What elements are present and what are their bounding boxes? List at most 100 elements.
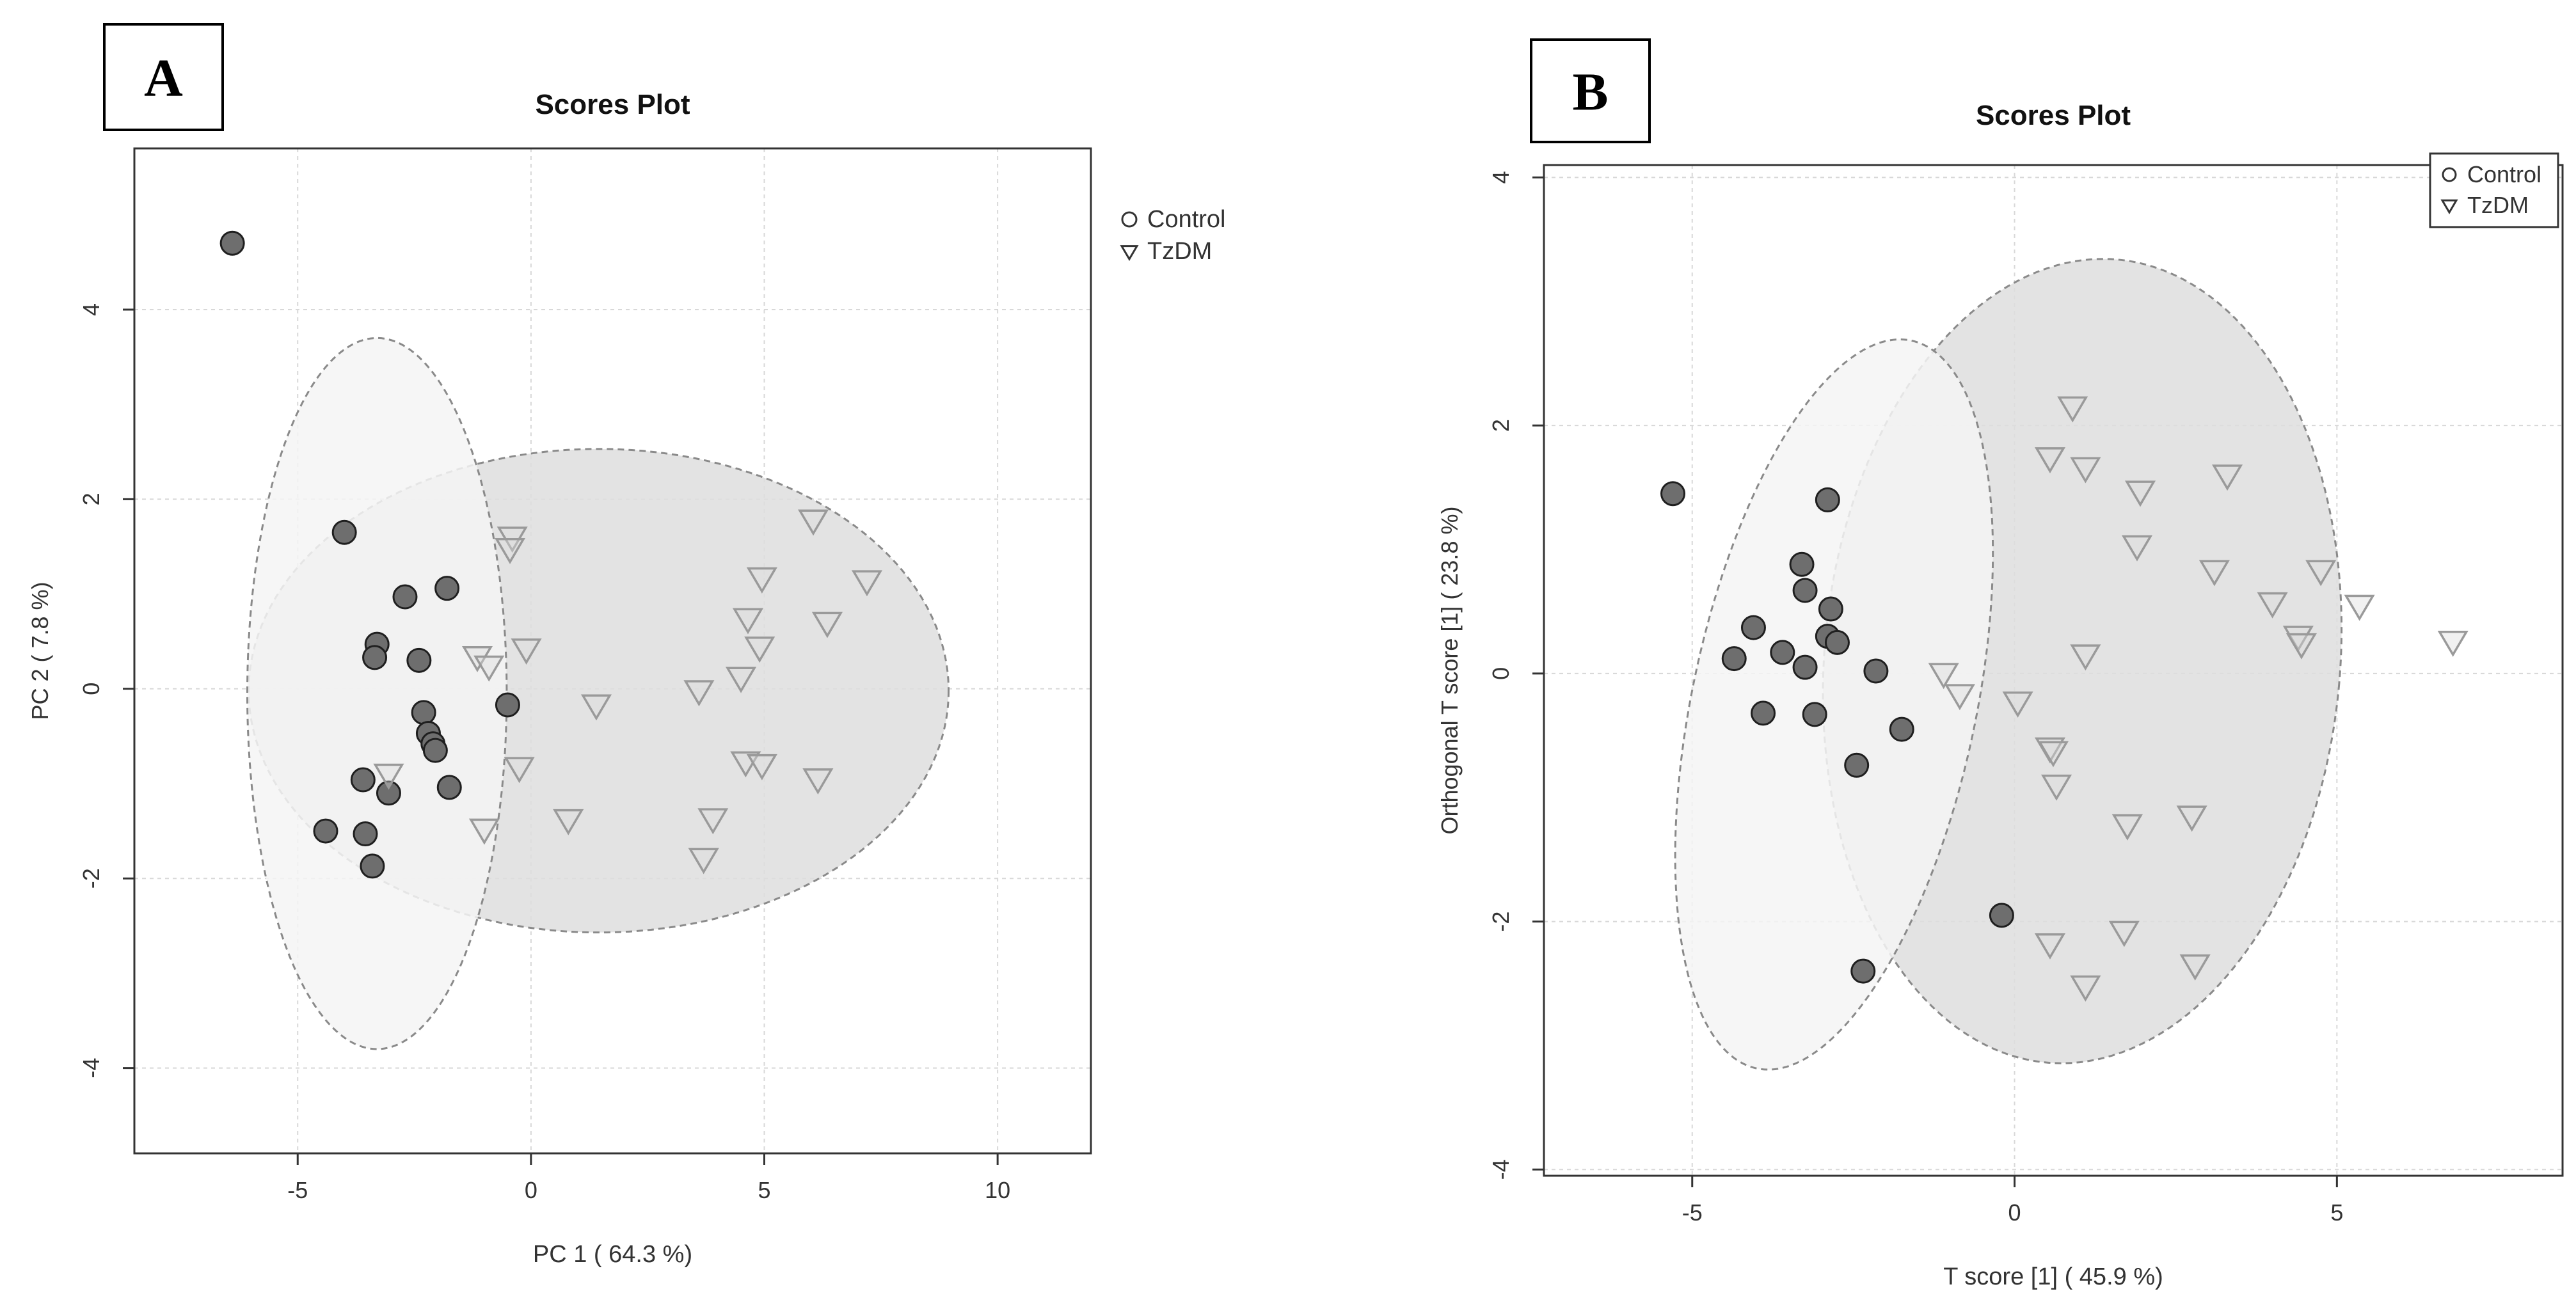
point-tzdm-b xyxy=(2257,592,2288,619)
point-tzdm-a xyxy=(683,680,715,707)
point-tzdm-b xyxy=(2179,954,2211,981)
point-control-a xyxy=(406,647,432,673)
legend-box-b xyxy=(2429,152,2559,228)
point-control-b xyxy=(1789,551,1815,577)
point-control-b xyxy=(1844,752,1870,778)
point-control-a xyxy=(392,584,418,610)
x-tick-label-a: 10 xyxy=(985,1177,1010,1203)
point-control-b xyxy=(1792,654,1818,680)
legend-marker-tzdm-a xyxy=(1120,245,1139,261)
point-tzdm-a xyxy=(732,608,764,635)
point-tzdm-a xyxy=(473,655,505,682)
x-tick-label-a: -5 xyxy=(287,1177,308,1203)
point-tzdm-a xyxy=(495,537,526,564)
point-tzdm-b xyxy=(2344,594,2375,621)
point-tzdm-b xyxy=(1928,663,1959,690)
confidence-ellipse-control-a xyxy=(246,336,508,1050)
panel-label-box-b xyxy=(1530,38,1651,143)
y-tick-label-a: 4 xyxy=(78,303,104,316)
y-tick-label-a: -2 xyxy=(78,868,104,889)
point-control-a xyxy=(350,767,376,793)
confidence-ellipse-control-b xyxy=(1674,338,1994,1071)
y-tick-label-b: -4 xyxy=(1488,1159,1514,1180)
point-tzdm-a xyxy=(851,570,883,597)
point-tzdm-a xyxy=(798,509,829,536)
point-tzdm-b xyxy=(2108,921,2140,947)
x-tick-label-a: 0 xyxy=(525,1177,537,1203)
point-tzdm-a xyxy=(511,638,542,665)
point-control-a xyxy=(422,738,448,763)
legend-label-control-b: Control xyxy=(2467,161,2541,187)
point-tzdm-b xyxy=(2070,975,2101,1002)
point-tzdm-a xyxy=(811,612,843,638)
legend-label-tzdm-b: TzDM xyxy=(2467,192,2529,218)
y-tick-label-b: 4 xyxy=(1488,171,1514,184)
legend-marker-control-a xyxy=(1121,211,1138,228)
panel-label-box-a xyxy=(103,23,224,131)
point-control-b xyxy=(1989,903,2014,928)
plot-frame-b xyxy=(1543,164,2564,1177)
panel-label-a: A xyxy=(144,49,183,108)
point-tzdm-b xyxy=(2305,560,2337,587)
point-control-b xyxy=(1660,481,1686,507)
point-control-a xyxy=(313,818,338,844)
point-control-b xyxy=(1863,658,1889,684)
panel-a: A Scores Plot -5 0 5 10 -4 -2 0 2 4 PC 1 ( 64.3 %) P… xyxy=(27,23,1226,1268)
point-tzdm-a xyxy=(746,567,777,594)
point-control-a xyxy=(376,780,401,806)
point-control-a xyxy=(331,519,357,545)
point-tzdm-b xyxy=(2002,691,2033,718)
point-tzdm-b xyxy=(2111,814,2143,841)
x-tick-label-b: -5 xyxy=(1682,1199,1703,1226)
y-tick-label-b: 0 xyxy=(1488,667,1514,680)
y-axis-label-b: Orthogonal T score [1] ( 23.8 %) xyxy=(1436,507,1463,835)
point-tzdm-b xyxy=(2286,633,2317,660)
point-tzdm-a xyxy=(725,667,757,693)
x-tick-label-b: 0 xyxy=(2008,1199,2021,1226)
point-control-a xyxy=(360,853,385,879)
point-tzdm-b xyxy=(2198,560,2230,587)
point-control-a xyxy=(434,576,460,601)
legend-marker-control-b xyxy=(2442,167,2457,182)
y-tick-label-a: 0 xyxy=(78,683,104,695)
point-tzdm-b xyxy=(2034,447,2066,473)
point-tzdm-b xyxy=(2040,774,2072,801)
point-control-a xyxy=(362,645,388,670)
x-tick-label-a: 5 xyxy=(758,1177,770,1203)
legend-label-control-a: Control xyxy=(1147,206,1226,233)
point-tzdm-a xyxy=(746,754,777,780)
point-tzdm-a xyxy=(373,763,404,790)
y-tick-label-b: 2 xyxy=(1488,419,1514,432)
point-tzdm-a xyxy=(504,757,535,784)
point-tzdm-b xyxy=(2211,464,2243,491)
chart-title-b: Scores Plot xyxy=(1976,100,2131,131)
point-control-b xyxy=(1815,487,1840,512)
point-tzdm-b xyxy=(2057,396,2088,423)
point-tzdm-b xyxy=(2070,457,2101,484)
point-control-a xyxy=(411,700,436,725)
x-tick-label-b: 5 xyxy=(2330,1199,2343,1226)
chart-title-a: Scores Plot xyxy=(535,89,690,120)
point-tzdm-a xyxy=(744,636,775,663)
point-control-b xyxy=(1721,646,1747,672)
point-tzdm-b xyxy=(2070,644,2101,671)
point-tzdm-b xyxy=(2176,805,2207,832)
point-tzdm-a xyxy=(468,818,500,845)
point-control-b xyxy=(1751,700,1776,726)
legend-marker-tzdm-b xyxy=(2440,199,2458,214)
point-tzdm-b xyxy=(2121,535,2153,562)
y-tick-label-a: 2 xyxy=(78,493,104,505)
point-control-b xyxy=(1792,578,1818,603)
point-control-a xyxy=(219,230,245,256)
point-control-b xyxy=(1740,615,1766,640)
point-control-b xyxy=(1850,958,1876,984)
y-axis-label-a: PC 2 ( 7.8 %) xyxy=(27,581,53,720)
panel-label-b: B xyxy=(1572,62,1608,122)
x-axis-label-a: PC 1 ( 64.3 %) xyxy=(533,1241,692,1268)
point-tzdm-a xyxy=(688,848,719,874)
y-tick-label-b: -2 xyxy=(1488,912,1514,932)
plot-frame-a xyxy=(133,147,1092,1155)
point-tzdm-b xyxy=(1944,684,1975,711)
panel-b: B Scores Plot -5 0 5 -4 -2 0 2 4 T score [1] ( 45.… xyxy=(1288,0,2576,1312)
point-tzdm-b xyxy=(2034,933,2066,960)
